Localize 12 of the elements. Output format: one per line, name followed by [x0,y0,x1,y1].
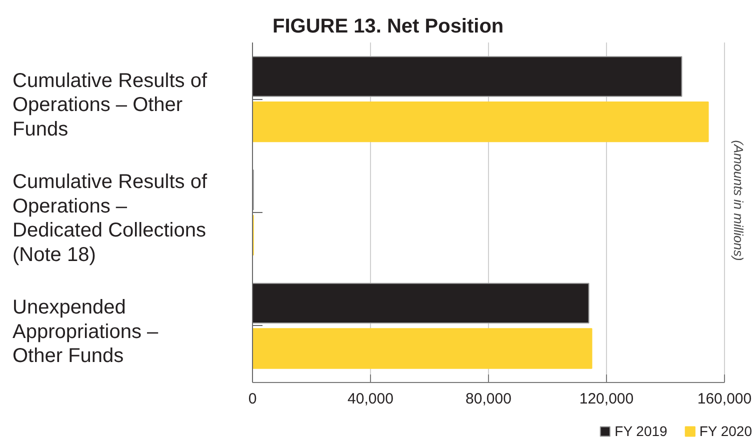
legend-label: FY 2019 [614,423,668,439]
x-tick-label: 160,000 [697,390,752,408]
chart-title: FIGURE 13. Net Position [272,16,504,38]
legend-label: FY 2020 [699,423,752,439]
y-tick-label: Cumulative Results of Operations – Dedicated Collections (Note 18) [12,171,208,266]
x-tick-label: 0 [248,390,257,408]
y-tick-label: Unexpended Appropriations – Other Funds [12,296,160,368]
x-tick-label: 120,000 [579,390,634,408]
x-tick-label: 80,000 [466,390,512,408]
y-tick-label: Cumulative Results of Operations – Other Funds [12,70,208,140]
text: (Amounts in millions) [731,140,746,261]
x-tick-label: 40,000 [348,390,394,408]
